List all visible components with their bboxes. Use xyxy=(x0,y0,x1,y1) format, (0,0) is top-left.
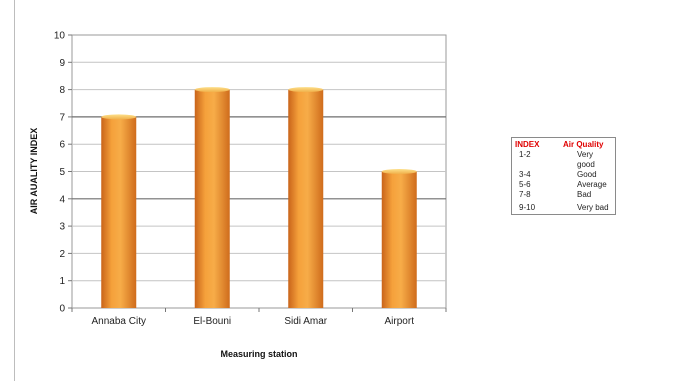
y-tick-label: 1 xyxy=(59,276,65,287)
x-tick-labels: Annaba City El-Bouni Sidi Amar Airport xyxy=(71,308,447,327)
air-quality-label: Average xyxy=(577,180,607,189)
x-tick-label: El-Bouni xyxy=(193,316,231,327)
index-range: 7-8 xyxy=(519,190,531,199)
y-tick-label: 7 xyxy=(59,112,65,123)
bar xyxy=(101,116,137,309)
index-row: 9-10 Very bad xyxy=(515,203,612,213)
y-tick-labels: 0 1 2 3 4 5 6 7 8 9 10 xyxy=(54,31,72,315)
y-axis-title: AIR AUALITY INDEX xyxy=(29,128,39,215)
x-tick-label: Annaba City xyxy=(92,316,146,327)
index-row: 7-8 Bad xyxy=(515,190,612,200)
x-tick-label: Sidi Amar xyxy=(284,316,327,327)
y-tick-label: 0 xyxy=(59,304,65,315)
y-tick-label: 5 xyxy=(59,167,65,178)
air-quality-index-table: INDEX Air Quality 1-2 Very good 3-4 Good… xyxy=(511,137,616,215)
x-tick-label: Airport xyxy=(385,316,415,327)
air-quality-label: Bad xyxy=(577,190,592,199)
air-quality-header: Air Quality xyxy=(563,140,604,149)
index-range: 1-2 xyxy=(519,150,531,159)
y-tick-label: 10 xyxy=(54,31,66,42)
index-range: 9-10 xyxy=(519,203,536,212)
index-row: 5-6 Average xyxy=(515,180,612,190)
y-tick-label: 4 xyxy=(59,194,65,205)
page-border xyxy=(14,0,15,381)
index-row: 1-2 Very good xyxy=(515,150,612,170)
y-tick-label: 9 xyxy=(59,58,65,69)
y-tick-label: 3 xyxy=(59,222,65,233)
index-table-header: INDEX Air Quality xyxy=(515,140,612,150)
index-range: 5-6 xyxy=(519,180,531,189)
bar-top xyxy=(381,169,417,174)
air-quality-label: Very good xyxy=(577,150,595,169)
bar-top xyxy=(288,87,324,93)
bar-top xyxy=(194,87,230,93)
bar xyxy=(288,89,324,308)
bar-top xyxy=(101,114,137,120)
index-range: 3-4 xyxy=(519,170,531,179)
y-tick-label: 2 xyxy=(59,249,65,260)
index-header: INDEX xyxy=(515,140,540,149)
y-tick-label: 6 xyxy=(59,140,65,151)
bar xyxy=(381,171,417,308)
bar xyxy=(194,89,230,308)
x-axis-title: Measuring station xyxy=(220,349,297,359)
index-row: 3-4 Good xyxy=(515,170,612,180)
bars xyxy=(101,87,417,309)
air-quality-label: Good xyxy=(577,170,597,179)
air-quality-label: Very bad xyxy=(577,203,609,212)
y-tick-label: 8 xyxy=(59,85,65,96)
